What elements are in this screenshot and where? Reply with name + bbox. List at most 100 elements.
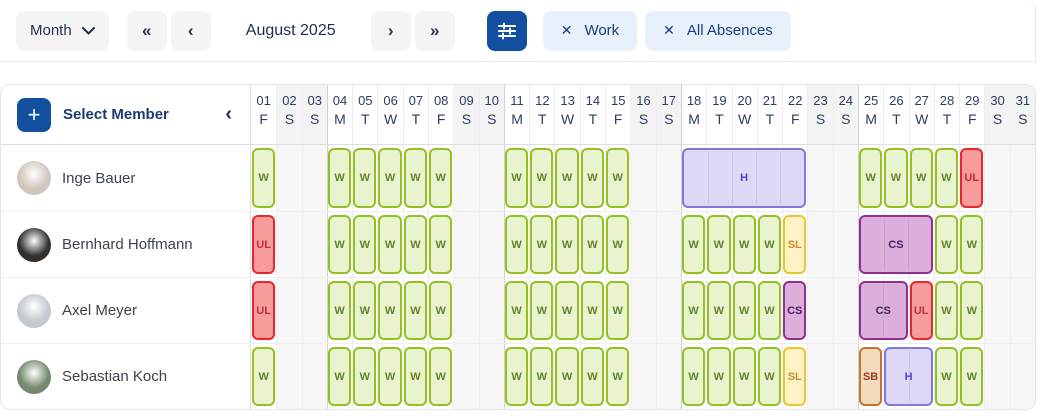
day-cell-02[interactable] xyxy=(276,344,302,409)
schedule-entry-w[interactable]: W xyxy=(580,347,605,406)
day-cell-14[interactable] xyxy=(579,344,605,409)
day-cell-05[interactable] xyxy=(352,145,377,211)
day-cell-09[interactable] xyxy=(453,145,479,211)
day-cell-18[interactable] xyxy=(680,278,706,343)
schedule-entry-w[interactable]: W xyxy=(353,215,377,274)
day-cell-25[interactable] xyxy=(857,278,883,343)
day-cell-20[interactable] xyxy=(731,344,757,409)
schedule-entry-w[interactable]: W xyxy=(934,215,959,274)
day-cell-10[interactable] xyxy=(478,212,504,277)
schedule-entry-w[interactable]: W xyxy=(681,281,706,340)
day-cell-28[interactable] xyxy=(933,278,959,343)
day-cell-28[interactable] xyxy=(933,145,959,211)
day-cell-07[interactable] xyxy=(402,145,428,211)
day-cell-24[interactable] xyxy=(832,145,858,211)
day-cell-21[interactable] xyxy=(756,278,782,343)
day-cell-11[interactable] xyxy=(503,145,529,211)
schedule-entry-w[interactable]: W xyxy=(732,215,756,274)
day-cell-13[interactable] xyxy=(554,212,579,277)
day-cell-29[interactable] xyxy=(959,278,984,343)
day-cell-15[interactable] xyxy=(605,145,630,211)
day-cell-06[interactable] xyxy=(377,145,402,211)
schedule-entry-w[interactable]: W xyxy=(378,215,402,274)
schedule-entry-w[interactable]: W xyxy=(732,281,756,340)
day-cell-23[interactable] xyxy=(807,145,833,211)
day-cell-12[interactable] xyxy=(529,278,554,343)
day-cell-25[interactable] xyxy=(857,344,883,409)
day-cell-16[interactable] xyxy=(630,212,656,277)
schedule-entry-w[interactable]: W xyxy=(403,347,428,406)
day-cell-08[interactable] xyxy=(428,145,453,211)
schedule-entry-ul[interactable]: UL xyxy=(909,281,933,340)
filter-chip-all-absences[interactable]: ✕ All Absences xyxy=(645,10,791,51)
day-cell-25[interactable] xyxy=(857,212,883,277)
day-cell-29[interactable] xyxy=(959,212,984,277)
schedule-entry-w[interactable]: W xyxy=(378,347,402,406)
day-cell-04[interactable] xyxy=(326,278,352,343)
prev-month-button[interactable]: ‹ xyxy=(170,10,211,51)
schedule-entry-w[interactable]: W xyxy=(606,281,630,340)
schedule-entry-w[interactable]: W xyxy=(909,148,933,208)
close-icon[interactable]: ✕ xyxy=(663,22,675,38)
day-cell-13[interactable] xyxy=(554,344,579,409)
close-icon[interactable]: ✕ xyxy=(560,22,573,38)
day-cell-23[interactable] xyxy=(807,278,833,343)
schedule-entry-w[interactable]: W xyxy=(378,148,402,208)
schedule-entry-w[interactable]: W xyxy=(757,215,782,274)
day-cell-04[interactable] xyxy=(326,145,352,211)
day-cell-19[interactable] xyxy=(706,278,731,343)
schedule-entry-h[interactable]: H xyxy=(681,148,807,208)
day-cell-22[interactable] xyxy=(782,344,807,409)
day-cell-13[interactable] xyxy=(554,145,579,211)
day-cell-08[interactable] xyxy=(428,344,453,409)
day-cell-30[interactable] xyxy=(984,145,1010,211)
day-cell-24[interactable] xyxy=(832,344,858,409)
add-member-button[interactable]: + xyxy=(17,97,51,132)
day-cell-02[interactable] xyxy=(276,278,302,343)
day-cell-14[interactable] xyxy=(579,278,605,343)
day-cell-15[interactable] xyxy=(605,278,630,343)
schedule-entry-w[interactable]: W xyxy=(606,215,630,274)
member-item-bernhard-hoffmann[interactable]: Bernhard Hoffmann xyxy=(1,212,251,277)
day-cell-25[interactable] xyxy=(857,145,883,211)
day-cell-02[interactable] xyxy=(276,212,302,277)
schedule-entry-w[interactable]: W xyxy=(530,148,554,208)
member-item-inge-bauer[interactable]: Inge Bauer xyxy=(1,145,251,211)
view-mode-dropdown[interactable]: Month xyxy=(16,10,109,51)
schedule-entry-h[interactable]: H xyxy=(884,347,933,406)
day-cell-30[interactable] xyxy=(984,344,1010,409)
schedule-entry-cs[interactable]: CS xyxy=(783,281,807,340)
day-cell-26[interactable] xyxy=(883,344,908,409)
schedule-entry-w[interactable]: W xyxy=(429,215,453,274)
schedule-entry-w[interactable]: W xyxy=(707,281,731,340)
day-cell-03[interactable] xyxy=(301,212,327,277)
day-cell-16[interactable] xyxy=(630,278,656,343)
schedule-entry-w[interactable]: W xyxy=(681,215,706,274)
schedule-entry-w[interactable]: W xyxy=(378,281,402,340)
schedule-entry-w[interactable]: W xyxy=(934,347,959,406)
day-cell-23[interactable] xyxy=(807,212,833,277)
schedule-entry-w[interactable]: W xyxy=(353,281,377,340)
schedule-entry-w[interactable]: W xyxy=(530,215,554,274)
day-cell-05[interactable] xyxy=(352,278,377,343)
schedule-entry-sl[interactable]: SL xyxy=(783,215,807,274)
day-cell-26[interactable] xyxy=(883,145,908,211)
day-cell-06[interactable] xyxy=(377,212,402,277)
day-cell-03[interactable] xyxy=(301,344,327,409)
schedule-entry-w[interactable]: W xyxy=(960,347,984,406)
day-cell-10[interactable] xyxy=(478,344,504,409)
schedule-entry-sl[interactable]: SL xyxy=(783,347,807,406)
day-cell-07[interactable] xyxy=(402,278,428,343)
day-cell-29[interactable] xyxy=(959,344,984,409)
day-cell-03[interactable] xyxy=(301,278,327,343)
day-cell-11[interactable] xyxy=(503,344,529,409)
day-cell-24[interactable] xyxy=(832,278,858,343)
day-cell-09[interactable] xyxy=(453,212,479,277)
member-item-sebastian-koch[interactable]: Sebastian Koch xyxy=(1,344,251,409)
day-cell-11[interactable] xyxy=(503,212,529,277)
day-cell-09[interactable] xyxy=(453,278,479,343)
day-cell-05[interactable] xyxy=(352,344,377,409)
schedule-entry-w[interactable]: W xyxy=(327,281,352,340)
day-cell-11[interactable] xyxy=(503,278,529,343)
filter-button[interactable] xyxy=(486,10,527,51)
